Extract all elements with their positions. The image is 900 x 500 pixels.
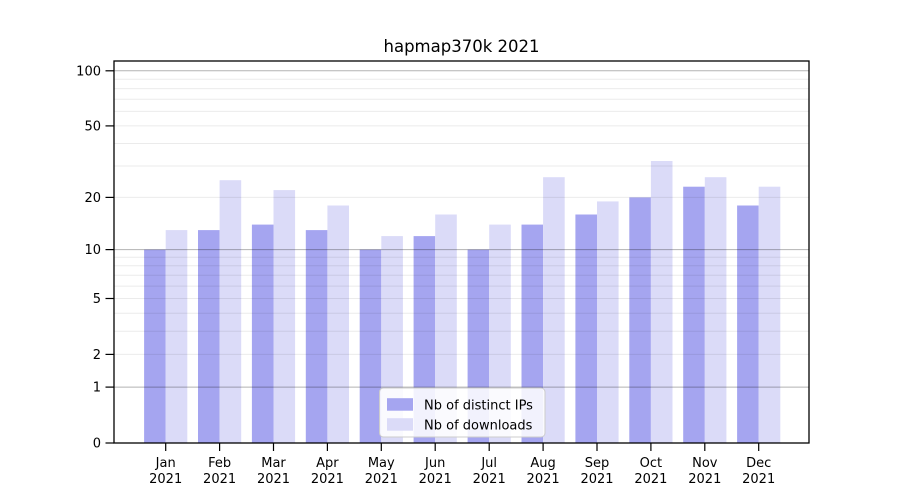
x-tick-label-month: Jun bbox=[424, 456, 445, 471]
legend: Nb of distinct IPs Nb of downloads bbox=[379, 387, 546, 438]
x-tick-label-year: 2021 bbox=[688, 472, 721, 487]
y-tick-label: 20 bbox=[84, 191, 101, 206]
bar-downloads bbox=[543, 177, 565, 443]
bar-downloads bbox=[597, 201, 619, 443]
x-tick-label-year: 2021 bbox=[419, 472, 452, 487]
x-tick-label-month: Jan bbox=[155, 456, 176, 471]
bar-distinct-ips bbox=[251, 224, 274, 443]
bar-distinct-ips bbox=[629, 197, 651, 443]
x-tick-label-month: Feb bbox=[208, 456, 231, 471]
bar-downloads bbox=[435, 214, 457, 443]
legend-swatch-downloads bbox=[387, 418, 413, 431]
bar-downloads bbox=[165, 230, 188, 443]
y-tick-label: 2 bbox=[93, 348, 101, 363]
y-tick-label: 50 bbox=[84, 119, 101, 134]
bar-distinct-ips bbox=[575, 214, 597, 443]
x-tick-label-year: 2021 bbox=[742, 472, 775, 487]
axes-layer: 0125102050100Jan2021Feb2021Mar2021Apr202… bbox=[76, 60, 810, 487]
x-tick-label-month: Jul bbox=[480, 456, 497, 471]
bar-distinct-ips bbox=[305, 230, 328, 443]
bar-downloads bbox=[758, 186, 781, 443]
x-tick-label-year: 2021 bbox=[527, 472, 560, 487]
chart-title: hapmap370k 2021 bbox=[384, 37, 540, 56]
legend-label: Nb of distinct IPs bbox=[424, 399, 533, 414]
bar-downloads bbox=[273, 190, 296, 443]
x-tick-label-month: Sep bbox=[585, 456, 610, 471]
x-tick-label-month: Oct bbox=[640, 456, 662, 471]
x-tick-label-year: 2021 bbox=[203, 472, 236, 487]
x-tick-label-year: 2021 bbox=[149, 472, 182, 487]
y-tick-label: 100 bbox=[76, 64, 101, 79]
x-tick-label-year: 2021 bbox=[257, 472, 290, 487]
y-tick-label: 1 bbox=[93, 381, 101, 396]
bar-distinct-ips bbox=[737, 205, 759, 443]
x-tick-label-year: 2021 bbox=[365, 472, 398, 487]
grid-layer bbox=[114, 70, 809, 388]
bar-distinct-ips bbox=[683, 186, 705, 443]
bar-downloads bbox=[327, 205, 349, 443]
x-tick-label-year: 2021 bbox=[311, 472, 344, 487]
legend-swatch-distinct-ips bbox=[387, 398, 413, 411]
bar-distinct-ips bbox=[198, 230, 220, 443]
legend-box bbox=[379, 387, 546, 438]
legend-label: Nb of downloads bbox=[424, 419, 533, 434]
y-tick-label: 0 bbox=[93, 437, 101, 452]
x-tick-label-month: Mar bbox=[261, 456, 286, 471]
x-tick-label-year: 2021 bbox=[634, 472, 667, 487]
y-tick-label: 10 bbox=[84, 243, 101, 258]
x-tick-label-month: Dec bbox=[746, 456, 771, 471]
bar-downloads bbox=[650, 161, 673, 443]
x-tick-label-month: Apr bbox=[316, 456, 339, 471]
x-tick-label-year: 2021 bbox=[473, 472, 506, 487]
bar-distinct-ips bbox=[359, 249, 382, 443]
y-tick-label: 5 bbox=[93, 292, 101, 307]
x-tick-label-month: May bbox=[368, 456, 395, 471]
x-tick-label-year: 2021 bbox=[580, 472, 613, 487]
x-tick-label-month: Nov bbox=[692, 456, 718, 471]
plot-border bbox=[113, 60, 810, 444]
bar-downloads bbox=[704, 177, 727, 443]
bar-distinct-ips bbox=[144, 249, 166, 443]
bar-downloads bbox=[219, 180, 242, 443]
x-tick-label-month: Aug bbox=[530, 456, 555, 471]
